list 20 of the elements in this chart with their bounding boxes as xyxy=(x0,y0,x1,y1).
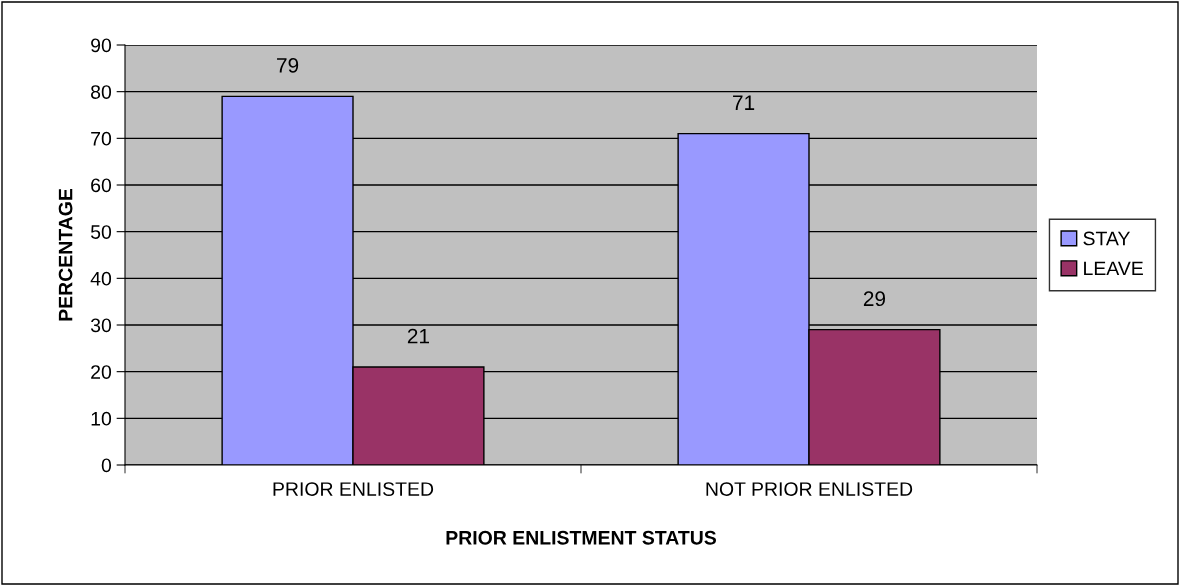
y-tick-label: 30 xyxy=(90,318,112,333)
data-label: 71 xyxy=(733,95,755,110)
y-axis-title: PERCENTAGE xyxy=(58,188,73,321)
x-axis-title: PRIOR ENLISTMENT STATUS xyxy=(446,530,716,545)
data-label: 29 xyxy=(863,291,886,307)
x-tick-label: NOT PRIOR ENLISTED xyxy=(706,482,913,496)
y-tick-label: 20 xyxy=(91,365,112,379)
y-tick-label: 70 xyxy=(91,131,112,146)
y-tick-label: 40 xyxy=(90,271,112,286)
y-tick-label: 80 xyxy=(91,85,112,99)
legend-label: STAY xyxy=(1083,231,1130,246)
y-tick-label: 50 xyxy=(90,225,112,239)
y-tick-label: 60 xyxy=(91,178,112,193)
y-tick-label: 10 xyxy=(91,411,112,426)
data-label: 79 xyxy=(277,58,299,73)
x-tick-label: PRIOR ENLISTED xyxy=(273,482,434,496)
legend-label: LEAVE xyxy=(1084,261,1143,276)
y-tick-label: 0 xyxy=(101,458,112,473)
data-label: 21 xyxy=(407,328,430,344)
y-tick-label: 90 xyxy=(91,38,112,53)
